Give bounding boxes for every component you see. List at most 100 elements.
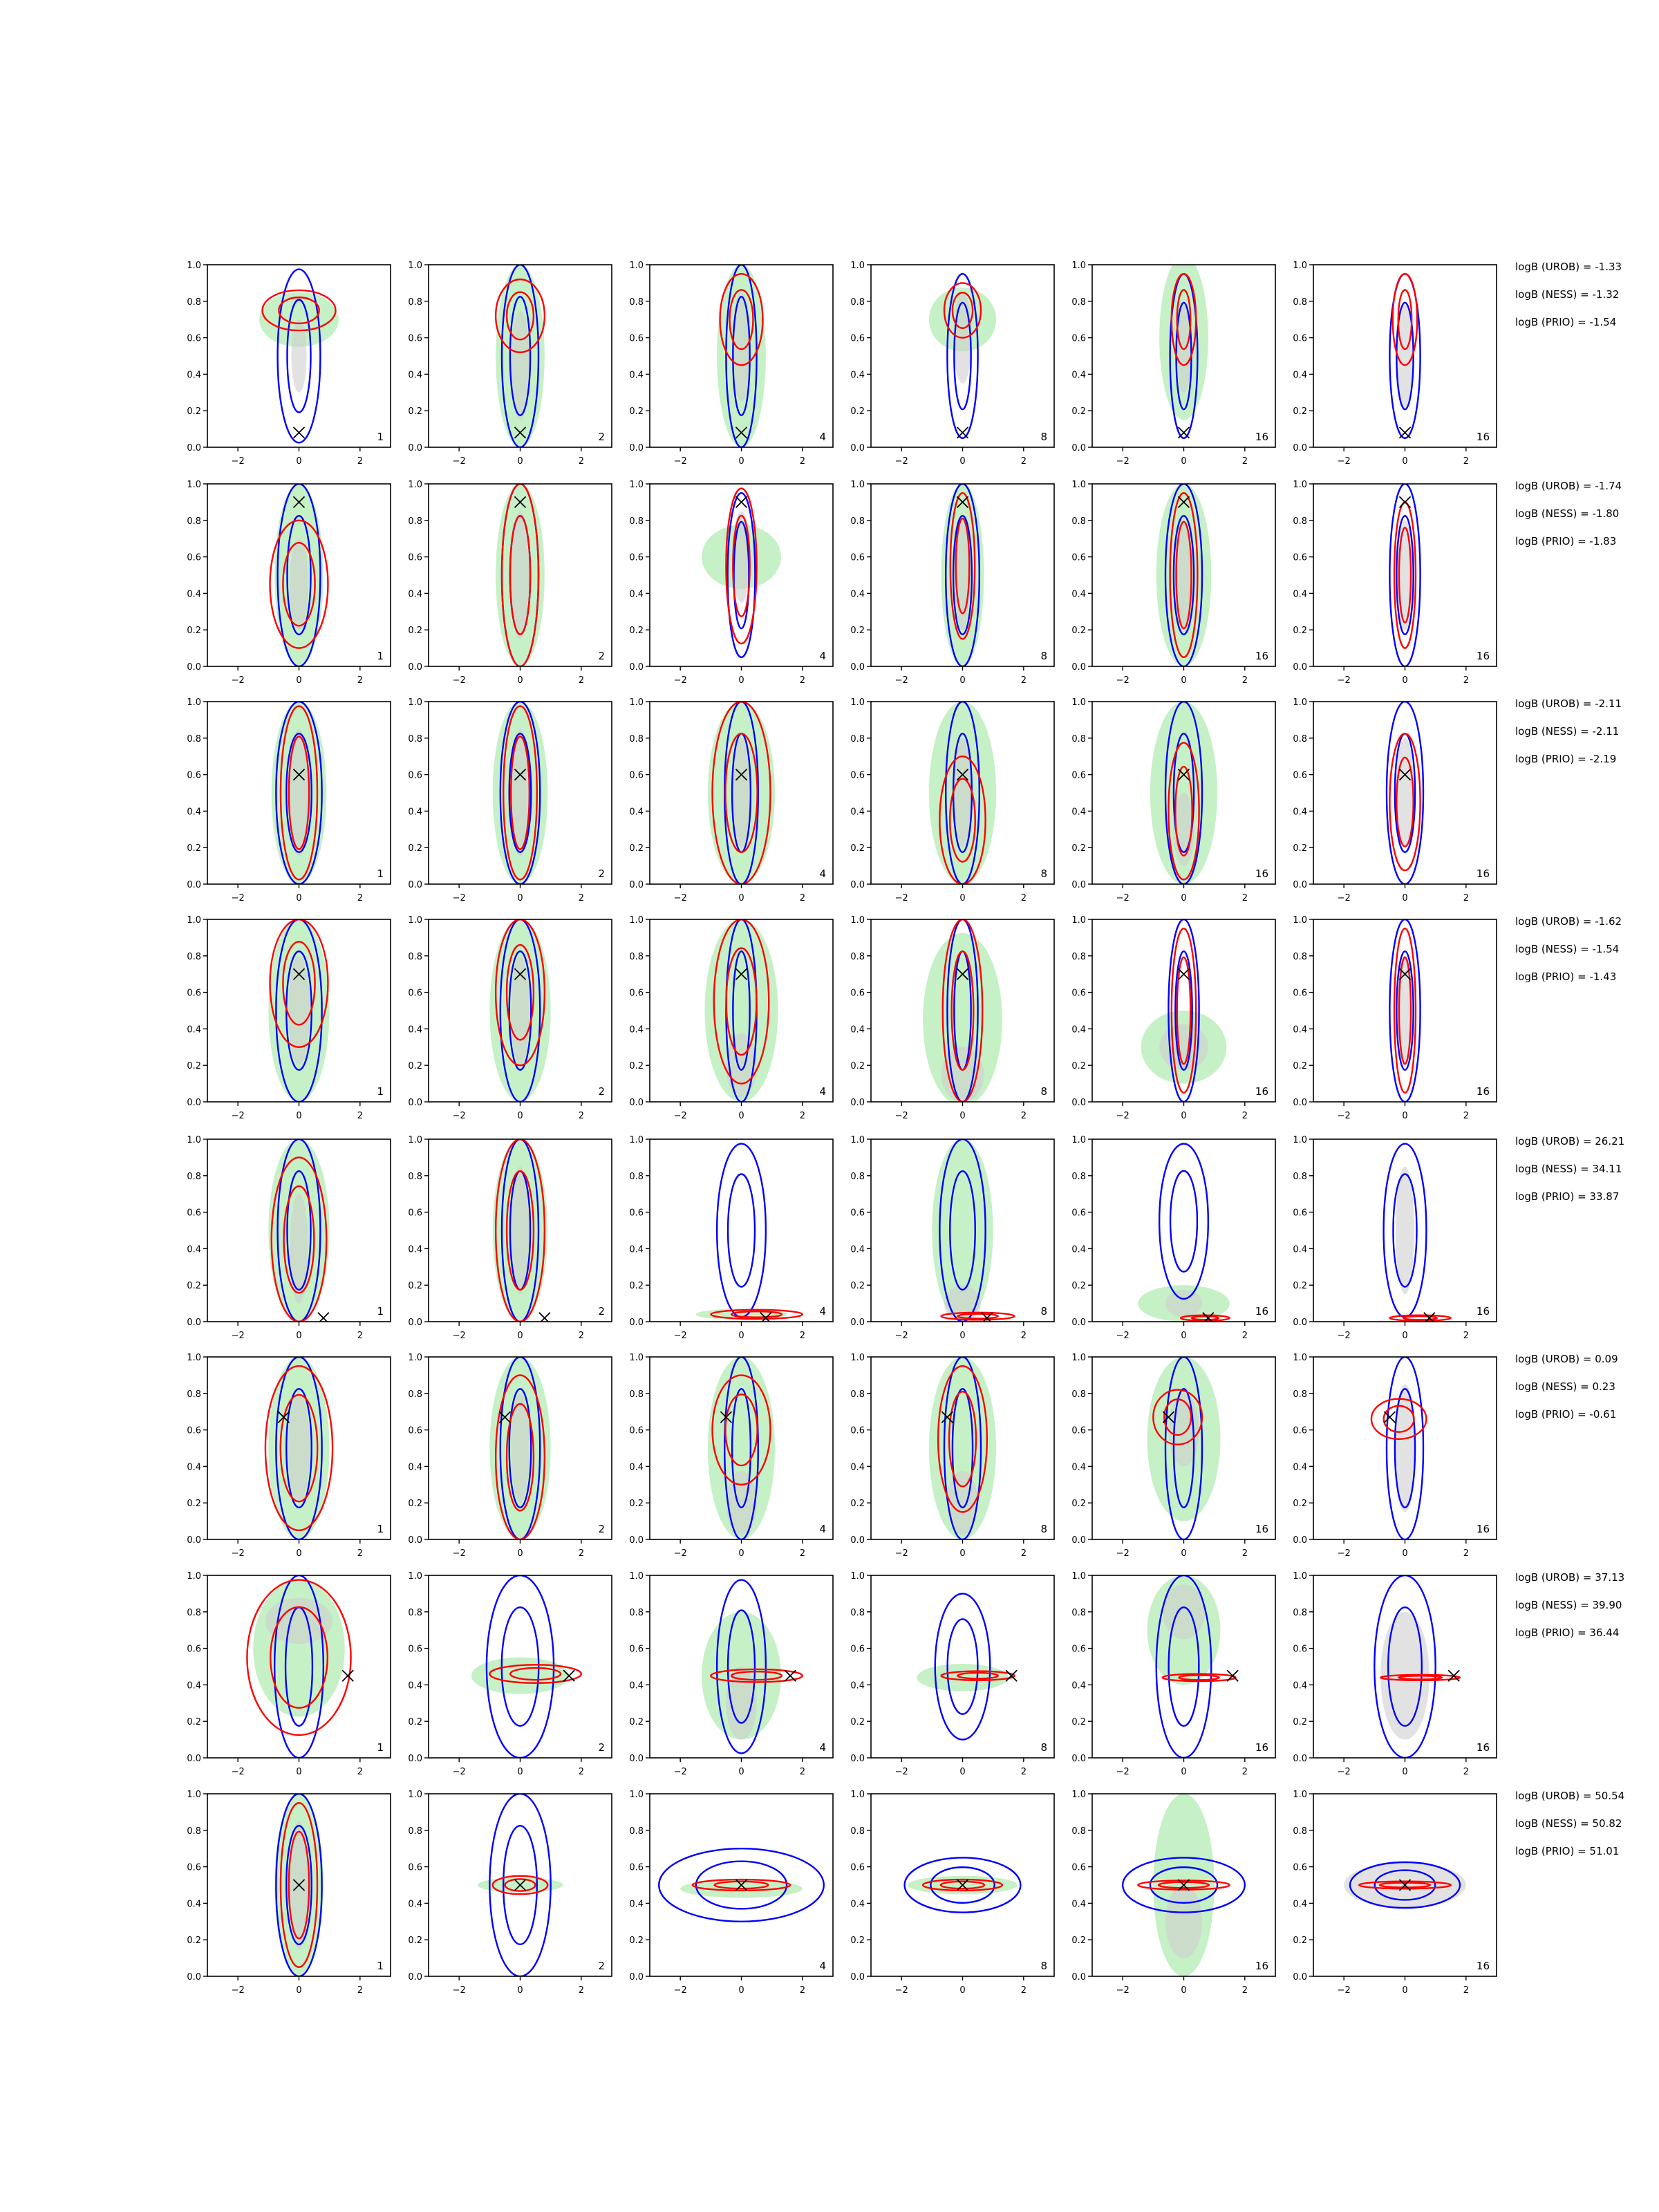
urob-contour-inner	[930, 1866, 995, 1904]
x-tick-label: −2	[1116, 675, 1130, 686]
y-tick-label: 0.6	[187, 334, 201, 344]
prior-density-core	[288, 955, 310, 1066]
x-tick-label: 2	[1463, 1548, 1469, 1559]
urob-contour-outer	[276, 1139, 321, 1322]
x-tick-label: 0	[517, 1985, 523, 1996]
y-tick-label: 0.8	[187, 952, 201, 962]
panel-count-label: 1	[377, 1523, 384, 1535]
panel-plot-area	[928, 1357, 997, 1539]
row-logb-stats: logB (UROB) = 26.21 logB (NESS) = 34.11 lo…	[1515, 1135, 1624, 1203]
y-tick-label: 0.8	[629, 1826, 644, 1837]
urob-contour-inner	[286, 515, 312, 636]
x-tick-label: 2	[1463, 1985, 1469, 1996]
ness-contour-inner	[1397, 289, 1413, 350]
y-tick-label: 0.8	[850, 952, 865, 962]
true-value-marker	[1398, 768, 1412, 781]
y-tick-label: 0.4	[187, 1462, 201, 1472]
x-tick-label: 0	[517, 1767, 523, 1777]
y-tick-label: 0.0	[850, 880, 865, 890]
y-tick-label: 0.4	[629, 1899, 644, 1909]
y-tick-label: 0.0	[1071, 1754, 1086, 1764]
urob-contour-inner	[1396, 515, 1414, 636]
logb-stat: logB (NESS) = -1.54	[1515, 943, 1619, 955]
urob-contour-inner	[951, 1387, 974, 1508]
prior-density-region	[932, 1139, 993, 1322]
logb-stat: logB (PRIO) = -1.54	[1515, 316, 1616, 328]
x-tick-label: 0	[517, 1331, 523, 1341]
true-value-marker	[1398, 496, 1412, 509]
ness-contour-outer	[500, 484, 540, 666]
panel-count-label: 16	[1255, 1741, 1268, 1754]
x-tick-label: −2	[453, 1111, 466, 1121]
panel-count-label: 2	[598, 1305, 605, 1318]
urob-contour-inner	[508, 732, 532, 853]
y-tick-label: 1.0	[850, 1353, 865, 1363]
panel-r5-c1: 0.0 0.2 0.4 0.6 0.8 1.0 −2 0 2 1	[187, 1135, 391, 1341]
true-value-marker	[735, 768, 748, 781]
ness-contour-inner	[732, 514, 751, 617]
x-tick-label: 2	[1242, 1548, 1248, 1559]
panel-r1-c6: 0.0 0.2 0.4 0.6 0.8 1.0 −2 0 2 16	[1293, 261, 1497, 467]
y-tick-label: 0.6	[1071, 1426, 1086, 1436]
logb-stat: logB (NESS) = 50.82	[1515, 1817, 1622, 1830]
urob-contour-inner	[286, 1170, 312, 1291]
y-tick-label: 0.4	[408, 1680, 422, 1691]
urob-contour-outer	[276, 484, 321, 666]
y-tick-label: 0.2	[408, 1499, 422, 1509]
y-tick-label: 1.0	[187, 1135, 201, 1145]
true-value-marker	[292, 427, 306, 439]
y-tick-label: 0.4	[1293, 1899, 1307, 1909]
urob-contour-inner	[1374, 1869, 1436, 1901]
x-tick-label: 2	[1021, 1548, 1027, 1559]
x-tick-label: 0	[959, 675, 965, 686]
urob-contour-inner	[508, 1387, 532, 1508]
y-tick-label: 0.2	[850, 406, 865, 417]
y-tick-label: 0.6	[1293, 1426, 1307, 1436]
y-tick-label: 0.0	[187, 443, 201, 453]
ness-contour-outer	[1152, 1389, 1203, 1445]
y-tick-label: 0.4	[850, 370, 865, 380]
y-tick-label: 0.8	[408, 1172, 422, 1182]
x-tick-label: −2	[1338, 1331, 1351, 1341]
ness-contour-inner	[730, 1670, 783, 1681]
row-logb-stats: logB (UROB) = 0.09 logB (NESS) = 0.23 logB…	[1515, 1353, 1618, 1421]
panel-plot-area	[917, 1593, 1018, 1741]
x-tick-label: 0	[959, 1767, 965, 1777]
ness-contour-inner	[1190, 1315, 1220, 1321]
urob-contour-outer	[715, 1579, 767, 1754]
y-tick-label: 0.4	[408, 589, 422, 599]
panel-r1-c4: 0.0 0.2 0.4 0.6 0.8 1.0 −2 0 2 8	[850, 261, 1055, 467]
panel-plot-area	[246, 1575, 354, 1758]
y-tick-label: 1.0	[629, 915, 644, 926]
panel-plot-area	[1147, 1575, 1239, 1758]
y-tick-label: 1.0	[187, 1353, 201, 1363]
y-tick-label: 0.0	[408, 1535, 422, 1546]
x-tick-label: 0	[738, 1111, 744, 1121]
y-tick-label: 1.0	[408, 915, 422, 926]
prior-density-core	[726, 1033, 757, 1098]
x-tick-label: 2	[1021, 1331, 1027, 1341]
x-tick-label: −2	[1116, 456, 1130, 467]
panel-plot-area	[923, 919, 1002, 1102]
x-tick-label: 2	[579, 456, 584, 467]
urob-contour-inner	[1387, 1606, 1423, 1727]
panel-plot-area	[932, 1139, 1015, 1322]
y-tick-label: 1.0	[408, 1790, 422, 1800]
panel-r7-c4: 0.0 0.2 0.4 0.6 0.8 1.0 −2 0 2 8	[850, 1571, 1055, 1777]
x-tick-label: 2	[1242, 456, 1248, 467]
x-tick-label: 0	[296, 1331, 301, 1341]
prior-density-core	[291, 319, 307, 393]
y-tick-label: 1.0	[1071, 1790, 1086, 1800]
ness-contour-outer	[725, 487, 758, 645]
y-tick-label: 0.6	[850, 1426, 865, 1436]
y-tick-label: 0.6	[187, 1426, 201, 1436]
ness-contour-inner	[951, 292, 974, 329]
y-tick-label: 0.6	[629, 1208, 644, 1219]
y-tick-label: 0.2	[187, 1281, 201, 1291]
panel-count-label: 2	[598, 868, 605, 880]
x-tick-label: 2	[1463, 675, 1469, 686]
x-tick-label: −2	[232, 1548, 245, 1559]
y-tick-label: 0.4	[1071, 1899, 1086, 1909]
true-value-marker	[720, 1411, 733, 1423]
x-tick-label: −2	[895, 675, 908, 686]
